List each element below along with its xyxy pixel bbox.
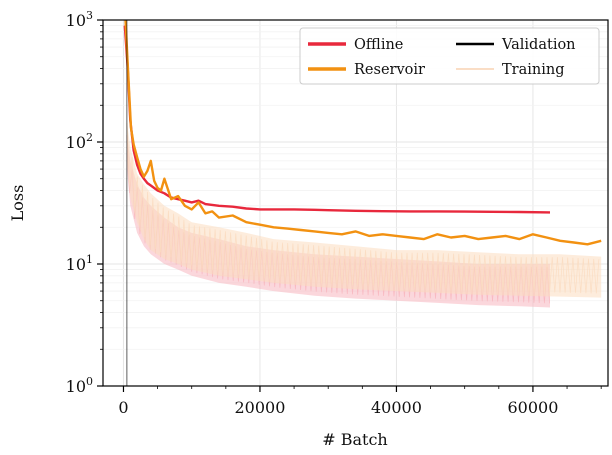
plot-frame	[102, 19, 609, 387]
legend: Offline Validation Reservoir Training	[299, 27, 600, 85]
validation-lines	[123, 20, 602, 386]
x-tick-label: 40000	[371, 398, 422, 417]
y-axis-label: Loss	[8, 185, 27, 222]
x-tick-label: 20000	[235, 398, 286, 417]
x-tick-label: 0	[118, 398, 128, 417]
y-tick-label: 103	[66, 9, 93, 30]
reservoir-line	[124, 20, 602, 246]
x-axis-label: # Batch	[322, 430, 387, 449]
reservoir-training-band	[126, 120, 602, 298]
legend-box	[299, 27, 600, 85]
y-tick-label: 102	[66, 131, 93, 152]
y-tick-label: 100	[66, 375, 93, 396]
legend-label-validation: Validation	[501, 37, 576, 53]
axis-ticks: 0 20000 40000 60000 100 101 102 103	[66, 9, 602, 417]
x-tick-label: 60000	[507, 398, 558, 417]
offline-line	[123, 25, 551, 214]
reservoir-training-trace	[126, 123, 600, 294]
y-tick-label: 101	[66, 253, 93, 274]
training-bands	[126, 120, 602, 308]
legend-label-offline: Offline	[354, 37, 403, 53]
legend-label-training: Training	[502, 62, 564, 78]
legend-label-reservoir: Reservoir	[354, 62, 425, 78]
